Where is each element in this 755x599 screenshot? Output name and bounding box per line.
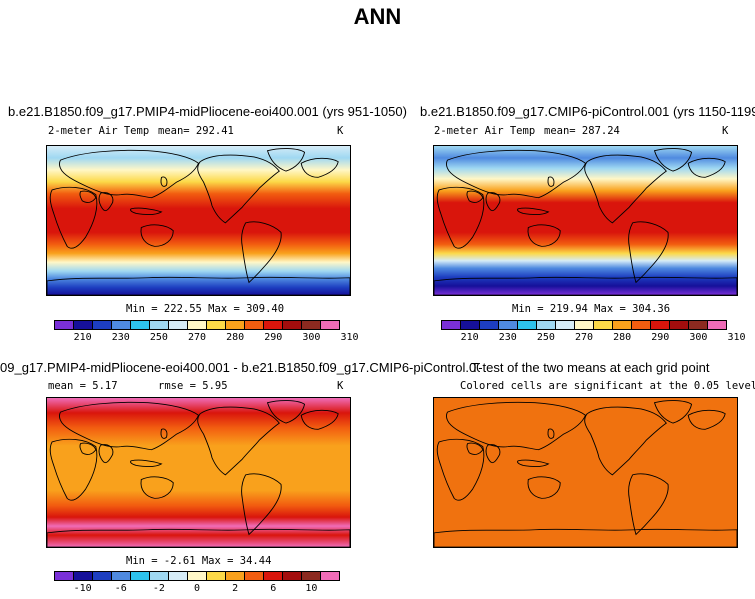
panel-title-difference: 09_g17.PMIP4-midPliocene-eoi400.001 - b.… [0,360,480,375]
colorbar-tick-label: 210 [460,332,479,343]
colorbar-tick-label: 250 [149,332,168,343]
map-pliocene-temp [46,145,351,296]
colorbar-swatch [594,321,613,329]
figure-title: ANN [353,4,402,29]
colorbar-swatch [150,572,169,580]
rmse-label-difference: rmse = 5.95 [158,380,228,392]
units-label-difference: K [337,380,344,392]
colorbar-swatch [150,321,169,329]
colorbar-swatch [537,321,556,329]
colorbar-swatch [112,572,131,580]
colorbar-tick-label: 300 [689,332,708,343]
colorbar-swatch [283,572,302,580]
units-label-pliocene: K [337,125,344,137]
colorbar-swatch [226,321,245,329]
colorbar-swatch [169,321,188,329]
colorbar-tick-label: -2 [152,583,165,594]
panel-title-picontrol: b.e21.B1850.f09_g17.CMIP6-piControl.001 … [420,104,755,119]
colorbar-tick-label: 270 [574,332,594,343]
colorbar-swatch [207,321,226,329]
panel-title-pliocene: b.e21.B1850.f09_g17.PMIP4-midPliocene-eo… [8,104,407,119]
colorbar-swatch [74,572,93,580]
colorbar-pliocene: 210 230 250 270 280 290 300 310 [54,320,359,346]
colorbar-swatch [131,572,150,580]
variable-label-pliocene: 2-meter Air Temp [48,125,150,137]
colorbar-swatch [556,321,575,329]
colorbar-swatch [245,321,264,329]
colorbar-swatch [188,572,207,580]
colorbar-swatch [708,321,726,329]
colorbar-swatch [188,321,207,329]
colorbar-swatch [226,572,245,580]
stats-label-difference: Min = -2.61 Max = 34.44 [126,555,272,567]
map-ttest-significance [433,397,738,548]
mean-label-pliocene: mean= 292.41 [158,125,234,137]
colorbar-difference: -10 -6 -2 0 2 6 10 [54,571,340,597]
colorbar-tick-label: 230 [111,332,130,343]
colorbar-swatch [264,321,283,329]
colorbar-swatch [169,572,188,580]
colorbar-tick-label: -10 [73,583,92,594]
colorbar-tick-label: 2 [232,583,239,594]
colorbar-tick-label: 210 [73,332,92,343]
variable-label-picontrol: 2-meter Air Temp [434,125,536,137]
colorbar-tick-label: -6 [114,583,127,594]
colorbar-swatch [518,321,537,329]
colorbar-swatch [93,321,112,329]
colorbar-swatch [112,321,131,329]
colorbar-tick-label: 280 [613,332,632,343]
colorbar-swatch [302,572,321,580]
colorbar-tick-label: 230 [498,332,517,343]
colorbar-swatch [321,572,339,580]
colorbar-swatch [575,321,594,329]
colorbar-tick-label: 310 [340,332,359,343]
colorbar-tick-label: 290 [264,332,283,343]
mean-label-difference: mean = 5.17 [48,380,118,392]
colorbar-tick-label: 6 [270,583,277,594]
colorbar-swatch [207,572,226,580]
colorbar-tick-label: 250 [536,332,555,343]
colorbar-swatch [499,321,518,329]
colorbar-tick-label: 300 [302,332,321,343]
ttest-subtitle: Colored cells are significant at the 0.0… [460,380,755,392]
colorbar-tick-label: 270 [187,332,207,343]
colorbar-swatch [131,321,150,329]
colorbar-swatch [480,321,499,329]
colorbar-swatch [93,572,112,580]
map-difference [46,397,351,548]
colorbar-tick-label: 310 [727,332,746,343]
colorbar-swatch [264,572,283,580]
mean-label-picontrol: mean= 287.24 [544,125,620,137]
colorbar-swatch [461,321,480,329]
colorbar-picontrol: 210 230 250 270 280 290 300 310 [441,320,746,346]
colorbar-swatch [442,321,461,329]
map-picontrol-temp [433,145,738,296]
colorbar-swatch [632,321,651,329]
units-label-picontrol: K [722,125,729,137]
colorbar-swatch [651,321,670,329]
stats-label-picontrol: Min = 219.94 Max = 304.36 [512,303,671,315]
colorbar-swatch [302,321,321,329]
colorbar-tick-label: 0 [193,583,201,594]
colorbar-swatch [613,321,632,329]
colorbar-swatch [321,321,339,329]
panel-title-ttest: T-test of the two means at each grid poi… [471,360,710,375]
colorbar-tick-label: 10 [305,583,318,594]
stats-label-pliocene: Min = 222.55 Max = 309.40 [126,303,285,315]
colorbar-swatch [55,321,74,329]
colorbar-swatch [245,572,264,580]
colorbar-swatch [670,321,689,329]
colorbar-swatch [283,321,302,329]
colorbar-swatch [55,572,74,580]
colorbar-swatch [74,321,93,329]
colorbar-swatch [689,321,708,329]
colorbar-tick-label: 290 [651,332,670,343]
colorbar-tick-label: 280 [226,332,245,343]
